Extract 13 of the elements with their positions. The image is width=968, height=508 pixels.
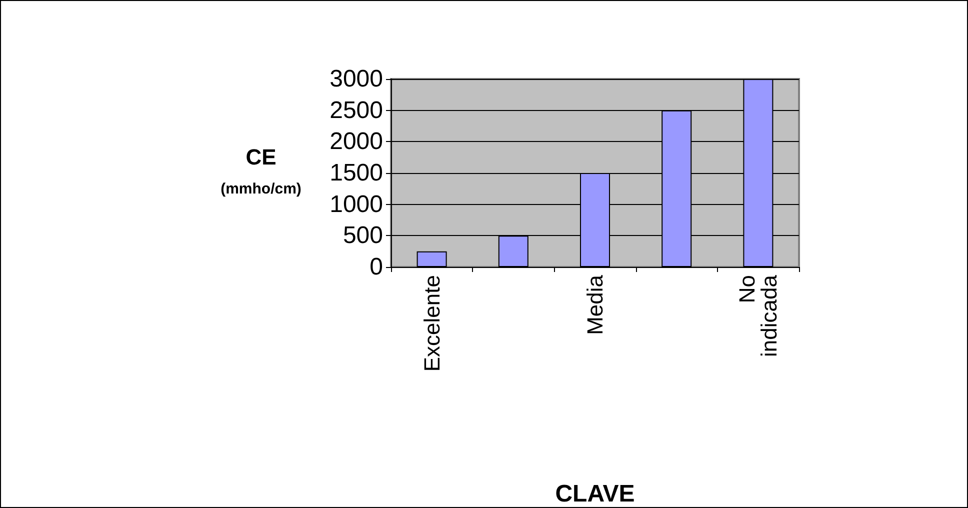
bar <box>416 251 447 267</box>
y-tick-label: 2000 <box>330 128 383 156</box>
y-tick-label: 0 <box>370 254 383 280</box>
y-axis-title: CE (mmho/cm) <box>220 144 302 198</box>
y-tick-label: 1500 <box>330 160 383 186</box>
y-tick-label: 500 <box>342 222 383 250</box>
x-tick-label: Excelente <box>419 275 444 372</box>
y-tick-label: 1000 <box>330 190 383 218</box>
x-tick-label: Media <box>582 274 608 335</box>
y-tick-label: 2500 <box>330 96 383 124</box>
y-tick-label: 3000 <box>330 66 383 92</box>
x-axis-title: CLAVE <box>555 480 635 508</box>
x-tick-label: No indicada <box>734 274 782 357</box>
